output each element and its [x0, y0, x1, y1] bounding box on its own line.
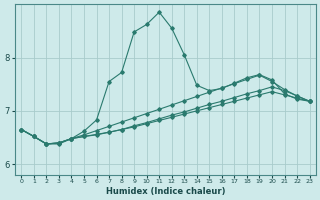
X-axis label: Humidex (Indice chaleur): Humidex (Indice chaleur)	[106, 187, 225, 196]
